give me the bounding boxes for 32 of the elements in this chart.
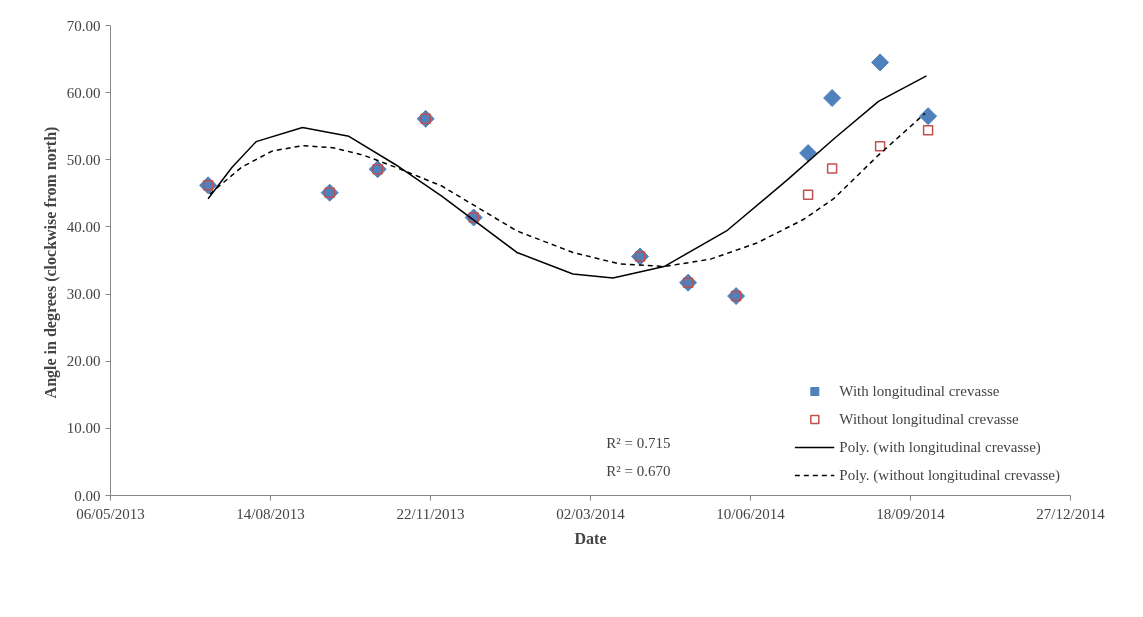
legend-label: Poly. (without longitudinal crevasse) [839, 465, 1060, 485]
y-tick-label: 60.00 [66, 84, 101, 101]
y-tick-label: 0.00 [74, 487, 101, 504]
y-tick-label: 40.00 [66, 218, 101, 235]
annotation: R² = 0.670 [606, 462, 671, 479]
annotation: R² = 0.715 [606, 434, 671, 451]
point [823, 89, 842, 107]
point [922, 124, 934, 136]
x-tick-label: 14/08/2013 [236, 505, 305, 522]
point [874, 141, 886, 152]
line-series [207, 75, 928, 279]
y-tick-label: 70.00 [66, 17, 101, 34]
y-tick-label: 10.00 [66, 420, 101, 437]
legend-label: Poly. (with longitudinal crevasse) [839, 437, 1041, 457]
point [919, 107, 938, 126]
point [802, 189, 814, 200]
y-tick-label: 50.00 [66, 151, 101, 168]
y-axis-title: Angle in degrees (clockwise from north) [41, 126, 60, 399]
x-axis-title: Date [574, 529, 607, 547]
x-tick-label: 22/11/2013 [396, 505, 465, 522]
x-tick-label: 18/09/2014 [876, 505, 946, 522]
legend-label: Without longitudinal crevasse [839, 409, 1019, 429]
point [799, 144, 818, 163]
x-tick-label: 10/06/2014 [716, 505, 786, 522]
y-tick-label: 30.00 [66, 286, 101, 303]
x-tick-label: 27/12/2014 [1036, 505, 1106, 522]
x-tick-label: 06/05/2013 [76, 505, 145, 522]
legend-label: With longitudinal crevasse [839, 381, 1000, 401]
point [871, 53, 890, 72]
point [826, 163, 838, 174]
x-tick-label: 02/03/2014 [556, 505, 626, 522]
y-tick-label: 20.00 [66, 353, 101, 370]
